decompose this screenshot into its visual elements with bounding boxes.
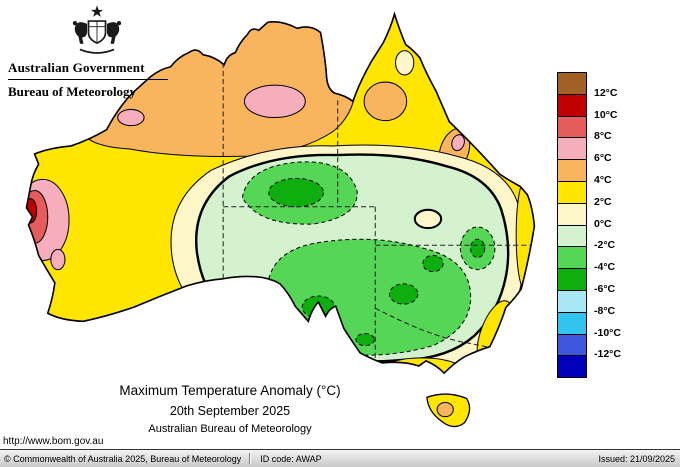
legend-tick-label: 6°C: [594, 152, 612, 164]
legend-tick-label: 2°C: [594, 196, 612, 208]
region-nsw-minus6-4: [388, 283, 419, 305]
region-tasmania-plus4-6: [436, 401, 454, 418]
footer-id-code: ID code: AWAP: [260, 453, 322, 464]
bureau-title: Bureau of Meteorology: [8, 84, 137, 99]
region-nsw2-minus6-4: [422, 254, 444, 273]
legend-swatch-m6-m4: [557, 268, 587, 291]
region-capeyork-0-2: [395, 50, 415, 76]
legend-tick-label: -10°C: [594, 327, 621, 339]
legend-swatch-ltm12: [557, 355, 587, 379]
legend-swatches: [557, 72, 587, 379]
anomaly-map: [8, 4, 561, 442]
coat-of-arms-icon: [72, 5, 122, 54]
mainland-coastline: [25, 11, 536, 375]
legend-tick-label: -8°C: [594, 305, 616, 317]
map-captions: Maximum Temperature Anomaly (°C) 20th Se…: [40, 383, 420, 435]
legend-tick-label: 8°C: [594, 130, 612, 142]
map-title: Maximum Temperature Anomaly (°C): [119, 383, 341, 398]
government-title: Australian Government: [8, 60, 145, 75]
map-date: 20th September 2025: [169, 404, 291, 418]
legend-tick-label: 12°C: [594, 87, 618, 99]
region-enclave-0-2: [413, 208, 443, 230]
legend-swatch-0-2: [557, 202, 587, 226]
footer-bar: © Commonwealth of Australia 2025, Bureau…: [0, 449, 680, 467]
legend-swatch-m12-m10: [557, 333, 587, 357]
australia-map-svg: [25, 11, 536, 428]
legend-swatch-2-4: [557, 180, 587, 204]
footer-copyright: © Commonwealth of Australia 2025, Bureau…: [4, 453, 242, 464]
legend-tick-label: -4°C: [594, 261, 616, 273]
legend-tick-label: 10°C: [594, 109, 618, 121]
region-sa-minus6-4: [301, 295, 336, 319]
agency-header: Australian Government Bureau of Meteorol…: [8, 4, 186, 100]
region-centre-minus6-4: [268, 177, 325, 208]
legend-swatch-m4-m2: [557, 246, 587, 270]
legend-swatch-gt12: [557, 72, 587, 95]
region-kimberley-plus6-8: [117, 108, 145, 127]
legend-tick-label: -6°C: [594, 283, 616, 295]
legend-swatch-4-6: [557, 159, 587, 182]
legend-swatch-m10-m8: [557, 311, 587, 335]
legend: 12°C 10°C 8°C 6°C 4°C 2°C 0°C -2°C -4°C …: [557, 72, 621, 379]
region-neqld-plus6-8: [451, 134, 465, 152]
legend-tick-label: 0°C: [594, 218, 612, 230]
region-eqld-minus6-4: [470, 238, 486, 258]
region-midwest-plus6-8: [50, 248, 66, 271]
bom-url: http://www.bom.gov.au: [3, 436, 104, 447]
region-vic-minus6-4: [355, 333, 375, 347]
state-borders: [222, 62, 533, 361]
legend-tick-label: -12°C: [594, 348, 621, 360]
header-divider: [8, 79, 168, 80]
legend-swatch-10-12: [557, 93, 587, 117]
region-nt-plus6-8: [243, 84, 306, 119]
map-attribution: Australian Bureau of Meteorology: [148, 423, 312, 435]
legend-tick-label: -2°C: [594, 239, 616, 251]
legend-swatch-6-8: [557, 137, 587, 161]
footer-issued: Issued: 21/09/2025: [598, 453, 675, 464]
legend-swatch-m8-m6: [557, 289, 587, 313]
legend-tick-label: 4°C: [594, 174, 612, 186]
legend-swatch-8-10: [557, 115, 587, 139]
legend-swatch-m2-0: [557, 224, 587, 248]
tasmania-coastline: [426, 393, 471, 428]
legend-tick-labels: 12°C 10°C 8°C 6°C 4°C 2°C 0°C -2°C -4°C …: [594, 72, 649, 382]
region-capeyork-plus4-6: [363, 81, 408, 122]
footer-separator: [249, 453, 251, 464]
